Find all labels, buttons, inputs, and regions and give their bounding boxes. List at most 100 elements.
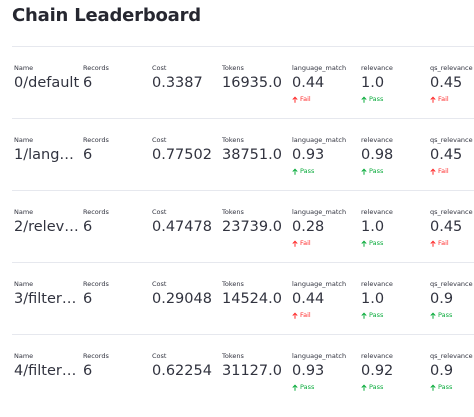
tokens-metric: Tokens 14524.0	[222, 279, 286, 309]
name-metric: Name 2/relev…	[14, 207, 80, 237]
tokens-metric: Tokens 16935.0	[222, 63, 286, 93]
status-text: Pass	[369, 167, 384, 175]
name-metric: Name 1/lang…	[14, 135, 80, 165]
arrow-up-icon	[361, 96, 367, 103]
records-value: 6	[83, 291, 93, 307]
relevance-status: Pass	[361, 239, 425, 248]
language-match-label: language_match	[292, 352, 347, 360]
relevance-status: Pass	[361, 167, 425, 176]
qs-relevance-status: Pass	[430, 311, 474, 320]
relevance-label: relevance	[361, 64, 393, 72]
records-metric: Records 6	[83, 207, 143, 237]
relevance-metric: relevance 1.0 Pass	[361, 63, 425, 104]
status-text: Fail	[300, 311, 311, 319]
status-text: Pass	[369, 311, 384, 319]
records-metric: Records 6	[83, 279, 143, 309]
cost-value: 0.47478	[152, 219, 212, 235]
language-match-label: language_match	[292, 208, 347, 216]
qs-relevance-status: Fail	[430, 167, 474, 176]
language-match-label: language_match	[292, 280, 347, 288]
status-text: Pass	[369, 383, 384, 391]
qs-relevance-label: qs_relevance	[430, 64, 473, 72]
qs-relevance-label: qs_relevance	[430, 280, 473, 288]
row-divider	[12, 118, 474, 119]
language-match-metric: language_match 0.93 Pass	[292, 351, 356, 392]
leaderboard-row: Name 3/filter… Records 6 Cost 0.29048 To…	[0, 262, 474, 332]
leaderboard-row: Name 2/relev… Records 6 Cost 0.47478 Tok…	[0, 190, 474, 260]
records-value: 6	[83, 219, 93, 235]
qs-relevance-metric: qs_relevance 0.9 Pass	[430, 279, 474, 320]
name-value: 1/lang…	[14, 147, 74, 163]
tokens-label: Tokens	[222, 136, 244, 144]
status-text: Pass	[438, 383, 453, 391]
relevance-metric: relevance 0.98 Pass	[361, 135, 425, 176]
relevance-value: 1.0	[361, 291, 385, 307]
qs-relevance-value: 0.9	[430, 363, 454, 379]
records-value: 6	[83, 363, 93, 379]
relevance-label: relevance	[361, 136, 393, 144]
status-text: Pass	[300, 167, 315, 175]
status-text: Fail	[438, 239, 449, 247]
name-value: 0/default	[14, 75, 80, 91]
language-match-status: Pass	[292, 167, 356, 176]
language-match-value: 0.93	[292, 363, 325, 379]
page-title: Chain Leaderboard	[12, 5, 201, 26]
name-metric: Name 3/filter…	[14, 279, 80, 309]
arrow-up-icon	[361, 168, 367, 175]
name-label: Name	[14, 352, 34, 360]
arrow-up-icon	[292, 384, 298, 391]
qs-relevance-status: Fail	[430, 95, 474, 104]
records-label: Records	[83, 280, 109, 288]
relevance-status: Pass	[361, 311, 425, 320]
cost-value: 0.62254	[152, 363, 212, 379]
name-value: 2/relev…	[14, 219, 79, 235]
tokens-metric: Tokens 23739.0	[222, 207, 286, 237]
qs-relevance-label: qs_relevance	[430, 136, 473, 144]
qs-relevance-label: qs_relevance	[430, 352, 473, 360]
name-metric: Name 0/default	[14, 63, 80, 93]
cost-metric: Cost 0.47478	[152, 207, 216, 237]
arrow-up-icon	[430, 96, 436, 103]
language-match-status: Fail	[292, 311, 356, 320]
arrow-up-icon	[292, 96, 298, 103]
name-label: Name	[14, 280, 34, 288]
tokens-value: 16935.0	[222, 75, 282, 91]
relevance-status: Pass	[361, 95, 425, 104]
status-text: Pass	[369, 95, 384, 103]
language-match-metric: language_match 0.44 Fail	[292, 63, 356, 104]
records-label: Records	[83, 136, 109, 144]
tokens-value: 23739.0	[222, 219, 282, 235]
relevance-value: 1.0	[361, 219, 385, 235]
records-metric: Records 6	[83, 63, 143, 93]
tokens-value: 31127.0	[222, 363, 282, 379]
relevance-metric: relevance 1.0 Pass	[361, 207, 425, 248]
language-match-status: Fail	[292, 239, 356, 248]
arrow-up-icon	[292, 240, 298, 247]
arrow-up-icon	[292, 168, 298, 175]
qs-relevance-metric: qs_relevance 0.45 Fail	[430, 135, 474, 176]
cost-metric: Cost 0.3387	[152, 63, 216, 93]
cost-metric: Cost 0.29048	[152, 279, 216, 309]
relevance-metric: relevance 0.92 Pass	[361, 351, 425, 392]
tokens-label: Tokens	[222, 352, 244, 360]
name-label: Name	[14, 64, 34, 72]
records-metric: Records 6	[83, 351, 143, 381]
cost-metric: Cost 0.62254	[152, 351, 216, 381]
cost-label: Cost	[152, 136, 167, 144]
name-value: 3/filter…	[14, 291, 77, 307]
arrow-up-icon	[430, 384, 436, 391]
status-text: Fail	[438, 95, 449, 103]
row-divider	[12, 190, 474, 191]
arrow-up-icon	[361, 240, 367, 247]
tokens-label: Tokens	[222, 208, 244, 216]
arrow-up-icon	[430, 240, 436, 247]
relevance-value: 0.98	[361, 147, 394, 163]
status-text: Pass	[300, 383, 315, 391]
language-match-status: Pass	[292, 383, 356, 392]
row-divider	[12, 262, 474, 263]
relevance-value: 1.0	[361, 75, 385, 91]
qs-relevance-value: 0.45	[430, 147, 463, 163]
relevance-value: 0.92	[361, 363, 394, 379]
status-text: Pass	[369, 239, 384, 247]
